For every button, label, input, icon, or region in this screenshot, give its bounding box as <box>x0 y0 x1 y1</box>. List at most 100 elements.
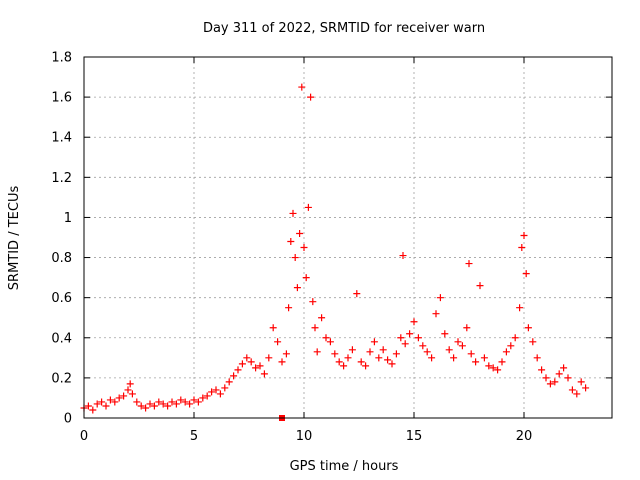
data-point <box>379 346 387 354</box>
data-point <box>199 394 207 402</box>
data-point <box>234 366 242 374</box>
data-point <box>366 348 374 356</box>
data-point <box>375 354 383 362</box>
data-point <box>472 358 480 366</box>
data-point <box>133 398 141 406</box>
data-point <box>93 400 101 408</box>
data-point <box>155 398 163 406</box>
data-point <box>335 358 343 366</box>
data-point <box>150 402 158 410</box>
data-point <box>573 390 581 398</box>
data-point <box>485 362 493 370</box>
data-point <box>458 342 466 350</box>
data-point <box>124 386 132 394</box>
data-point <box>441 330 449 338</box>
data-point <box>432 310 440 318</box>
data-point <box>388 360 396 368</box>
data-point <box>423 348 431 356</box>
data-point <box>410 318 418 326</box>
data-point <box>406 330 414 338</box>
data-point <box>401 340 409 348</box>
data-point <box>282 350 290 358</box>
data-point <box>465 260 473 268</box>
data-point <box>120 392 128 400</box>
data-point <box>269 324 277 332</box>
data-point <box>344 354 352 362</box>
data-point <box>542 374 550 382</box>
data-point <box>252 364 260 372</box>
data-point <box>243 354 251 362</box>
data-point <box>311 324 319 332</box>
data-point <box>115 394 123 402</box>
data-point <box>555 370 563 378</box>
data-point <box>362 362 370 370</box>
y-tick-label: 0 <box>64 412 72 427</box>
data-point <box>230 372 238 380</box>
data-point <box>221 384 229 392</box>
data-point <box>293 284 301 292</box>
data-point <box>287 238 295 246</box>
data-point <box>502 348 510 356</box>
data-point <box>190 396 198 404</box>
data-point <box>564 374 572 382</box>
data-point <box>313 348 321 356</box>
data-point <box>177 396 185 404</box>
data-points <box>80 83 590 421</box>
data-point <box>106 396 114 404</box>
data-point <box>414 334 422 342</box>
data-point <box>480 354 488 362</box>
x-tick-label: 0 <box>80 429 88 444</box>
data-point <box>476 282 484 290</box>
data-point <box>260 370 268 378</box>
data-point <box>445 346 453 354</box>
data-point <box>84 402 92 410</box>
data-point <box>89 406 97 414</box>
data-point <box>126 380 134 388</box>
data-point <box>524 324 532 332</box>
y-tick-label: 0.2 <box>51 371 72 386</box>
x-tick-label: 15 <box>406 429 423 444</box>
data-point <box>357 358 365 366</box>
data-point <box>498 358 506 366</box>
data-point <box>285 304 293 312</box>
data-point <box>186 400 194 408</box>
data-point <box>142 404 150 412</box>
data-point <box>397 334 405 342</box>
y-tick-label: 1.2 <box>51 171 72 186</box>
data-point <box>463 324 471 332</box>
data-point <box>265 354 273 362</box>
data-point <box>146 400 154 408</box>
data-point <box>298 83 306 91</box>
data-point <box>340 362 348 370</box>
data-point <box>428 354 436 362</box>
data-point <box>370 338 378 346</box>
data-point <box>208 388 216 396</box>
grid-lines <box>84 57 612 418</box>
data-point <box>331 350 339 358</box>
data-point <box>181 398 189 406</box>
data-point <box>225 378 233 386</box>
data-point <box>137 402 145 410</box>
data-point <box>577 378 585 386</box>
data-point <box>194 398 202 406</box>
data-point <box>533 354 541 362</box>
data-point <box>274 338 282 346</box>
data-point <box>168 398 176 406</box>
data-point <box>111 398 119 406</box>
data-point <box>326 338 334 346</box>
data-point <box>511 334 519 342</box>
x-axis-label: GPS time / hours <box>290 459 399 474</box>
data-point <box>238 360 246 368</box>
data-point <box>582 384 590 392</box>
data-point <box>399 252 407 260</box>
data-point <box>212 386 220 394</box>
data-point <box>520 231 528 239</box>
data-point <box>467 350 475 358</box>
data-point <box>172 400 180 408</box>
y-tick-label: 1 <box>64 211 72 226</box>
data-point <box>518 244 526 252</box>
chart-title: Day 311 of 2022, SRMTID for receiver war… <box>203 21 485 36</box>
x-tick-label: 5 <box>190 429 198 444</box>
data-point <box>159 400 167 408</box>
